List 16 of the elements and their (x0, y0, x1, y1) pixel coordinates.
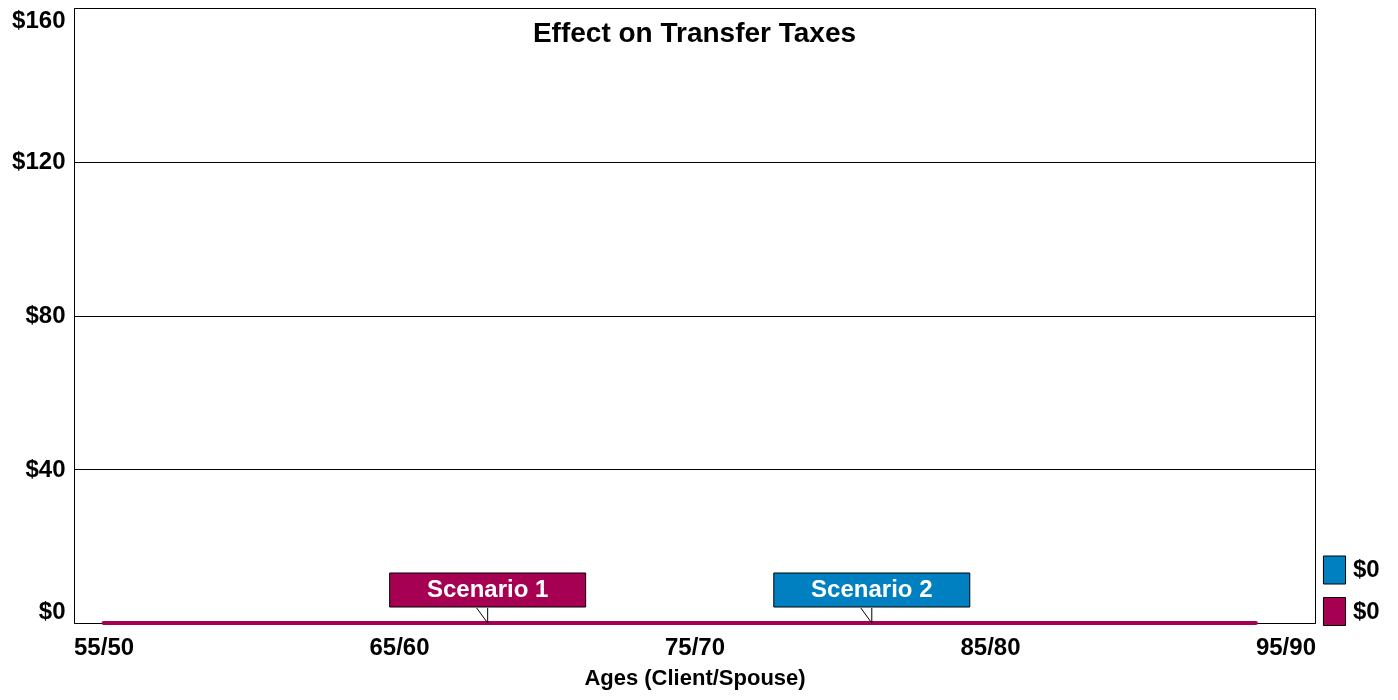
x-tick-label: 55/50 (74, 632, 135, 660)
y-tick-label: $120 (12, 147, 66, 175)
chart-title: Effect on Transfer Taxes (532, 17, 857, 48)
annotation: Scenario 2 (811, 575, 933, 602)
legend-label: $0 (1353, 555, 1380, 582)
x-tick-label: 75/70 (664, 632, 726, 660)
x-axis-title: Ages (Client/Spouse) (584, 664, 806, 690)
annotation: Scenario 1 (426, 575, 549, 602)
x-tick-label: 95/90 (1255, 632, 1316, 660)
y-tick-label: $80 (25, 301, 66, 328)
x-tick-label: 65/60 (369, 632, 430, 660)
y-tick-label: $40 (25, 454, 66, 482)
x-tick-label: 85/80 (960, 632, 1021, 660)
y-tick-label: $0 (38, 596, 66, 624)
legend-label: $0 (1353, 596, 1380, 624)
y-tick-label: $160 (12, 5, 66, 33)
